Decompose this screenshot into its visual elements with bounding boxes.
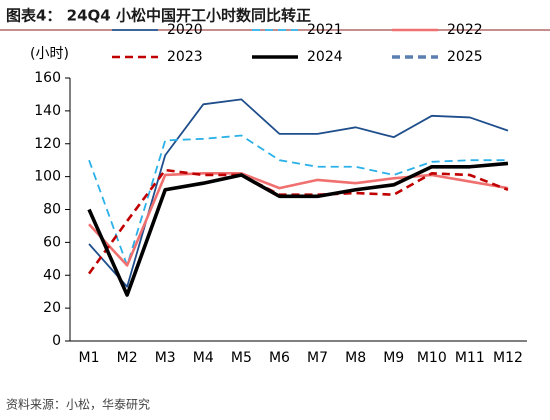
x-tick-label: M9	[383, 350, 404, 366]
series-line	[88, 98, 509, 288]
y-tick-label: 80	[43, 202, 61, 218]
x-tick-label: M10	[417, 350, 447, 366]
x-tick-label: M5	[231, 350, 252, 366]
y-tick-label: 140	[34, 103, 61, 119]
y-tick-label: 0	[52, 333, 61, 349]
x-tick-label: M11	[455, 350, 485, 366]
x-tick-label: M2	[117, 350, 138, 366]
legend-label: 2022	[447, 22, 483, 38]
y-tick-label: 20	[43, 300, 61, 316]
legend-label: 2025	[447, 49, 483, 65]
legend-label: 2020	[167, 22, 203, 38]
legend-label: 2021	[307, 22, 343, 38]
y-tick-label: 120	[34, 136, 61, 152]
x-tick-label: M6	[269, 350, 290, 366]
x-tick-label: M12	[493, 350, 523, 366]
x-tick-label: M1	[79, 350, 100, 366]
x-tick-label: M3	[155, 350, 176, 366]
series-line	[88, 172, 509, 267]
source: 资料来源：小松，华泰研究	[6, 397, 150, 412]
y-axis-label: (小时)	[30, 46, 69, 62]
y-tick-label: 100	[34, 169, 61, 185]
y-tick-label: 160	[34, 70, 61, 86]
series-line	[88, 134, 508, 267]
legend-label: 2023	[167, 49, 203, 65]
x-tick-label: M8	[345, 350, 366, 366]
x-tick-label: M7	[307, 350, 328, 366]
x-tick-label: M4	[193, 350, 214, 366]
legend-label: 2024	[307, 49, 343, 65]
chart-title: 图表4： 24Q4 小松中国开工小时数同比转正	[6, 7, 311, 25]
series-line	[87, 161, 509, 297]
y-tick-label: 60	[43, 234, 61, 250]
y-tick-label: 40	[43, 267, 61, 283]
